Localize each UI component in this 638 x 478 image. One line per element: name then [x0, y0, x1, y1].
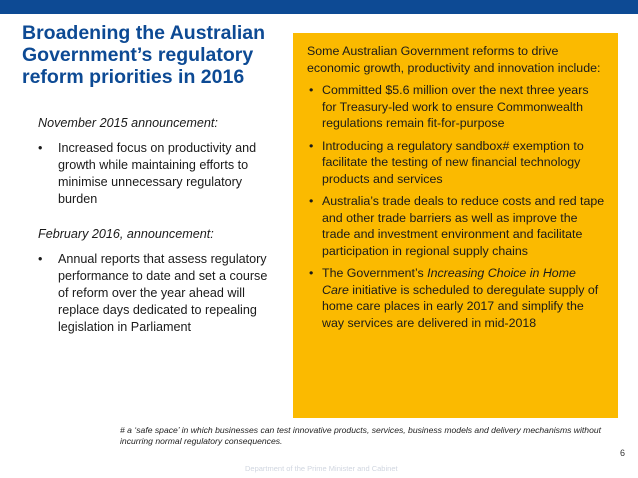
footer-department: Department of the Prime Minister and Cab…	[245, 464, 398, 473]
left-column: November 2015 announcement: • Increased …	[38, 115, 278, 338]
panel-bullet-item: • Australia’s trade deals to reduce cost…	[307, 193, 606, 259]
reforms-panel: Some Australian Government reforms to dr…	[293, 33, 618, 418]
left-bullet-item: • Increased focus on productivity and gr…	[38, 140, 278, 208]
bullet-glyph: •	[309, 138, 314, 153]
footnote: # a ‘safe space’ in which businesses can…	[120, 425, 602, 446]
page-number: 6	[620, 448, 626, 458]
announcement-heading-feb-2016: February 2016, announcement:	[38, 227, 214, 241]
panel-bullet-text: Committed $5.6 million over the next thr…	[322, 83, 589, 130]
left-bullet-text: Annual reports that assess regulatory pe…	[58, 252, 268, 334]
bullet-glyph: •	[309, 194, 314, 208]
bullet-glyph: •	[38, 252, 43, 266]
slide-title: Broadening the Australian Government’s r…	[22, 22, 266, 88]
initiative-name: Increasing Choice in Home Care	[322, 266, 576, 297]
bullet-glyph: •	[309, 83, 314, 97]
bullet-glyph: •	[309, 266, 314, 280]
panel-bullet-text: The Government’s Increasing Choice in Ho…	[322, 266, 598, 330]
panel-bullet-item: • Introducing a regulatory sandbox# exem…	[307, 138, 606, 188]
panel-bullet-item: • Committed $5.6 million over the next t…	[307, 82, 606, 132]
left-bullet-text: Increased focus on productivity and grow…	[58, 141, 257, 206]
panel-bullet-text-start: The Government’s	[322, 266, 428, 280]
panel-bullet-text: Introducing a regulatory sandbox# exempt…	[322, 138, 584, 186]
bullet-glyph: •	[38, 141, 43, 155]
announcement-heading-nov-2015: November 2015 announcement:	[38, 116, 218, 130]
top-banner	[0, 0, 638, 14]
panel-bullet-item: • The Government’s Increasing Choice in …	[307, 265, 606, 331]
panel-bullet-text: Australia’s trade deals to reduce costs …	[322, 194, 605, 258]
panel-bullet-text-end: initiative is scheduled to deregulate su…	[322, 282, 599, 330]
left-bullet-item: • Annual reports that assess regulatory …	[38, 251, 278, 336]
panel-intro: Some Australian Government reforms to dr…	[307, 44, 601, 75]
